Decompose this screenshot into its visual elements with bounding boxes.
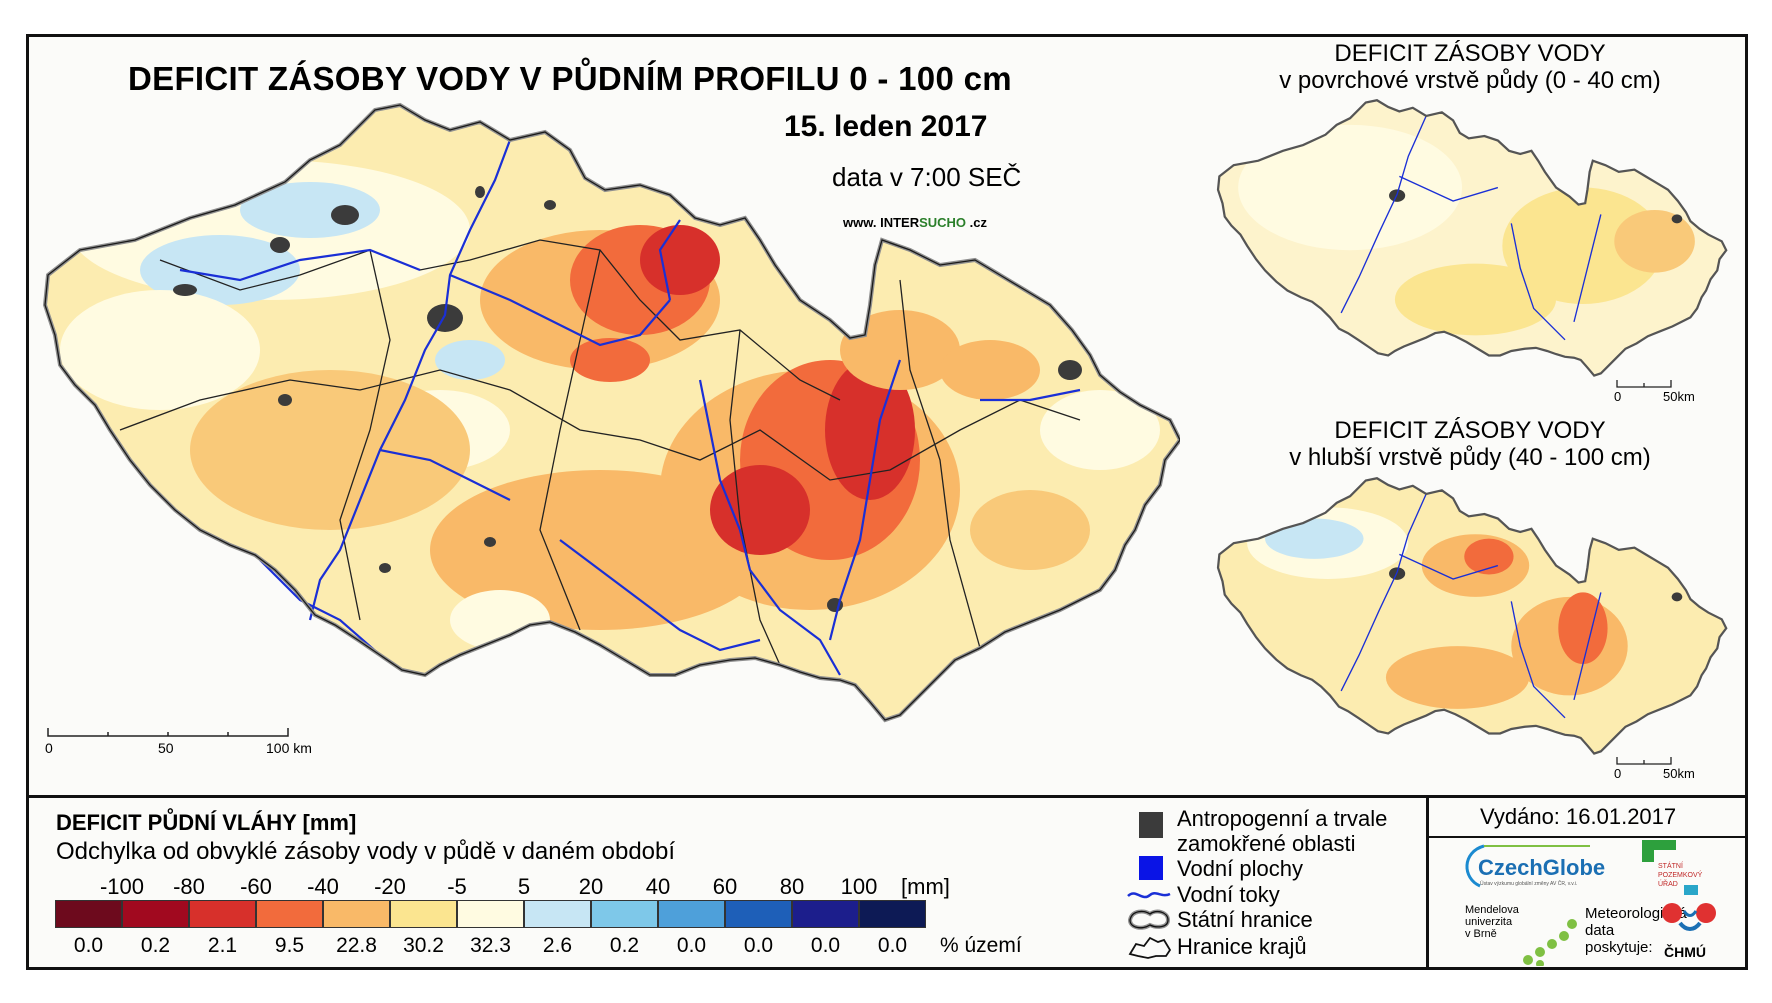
inset-bottom-scale-50: 50km <box>1663 766 1695 781</box>
legend-tick: 60 <box>712 874 738 899</box>
legend-percent: 32.3 <box>470 934 511 957</box>
legend-percent: 0.0 <box>73 934 104 957</box>
legend-swatch <box>390 900 457 928</box>
legend-subtitle: Odchylka od obvyklé zásoby vody v půdě v… <box>56 838 676 865</box>
symbol-state-border-label: Státní hranice <box>1177 907 1313 932</box>
symbol-river-label: Vodní toky <box>1177 882 1280 907</box>
legend-tick: 80 <box>779 874 805 899</box>
mendel-logo-text: Mendelova univerzita v Brně <box>1465 904 1519 940</box>
main-scale-100: 100 km <box>266 740 312 756</box>
mendel-logo-icon <box>1523 919 1577 966</box>
legend-tick: -20 <box>374 874 406 899</box>
inset-bottom-map <box>1216 477 1728 755</box>
czechglobe-logo-icon <box>1465 844 1590 888</box>
inset-top-map <box>1216 99 1728 377</box>
legend-swatch <box>591 900 658 928</box>
meteo-provider-text: Meteorologická data poskytuje: <box>1585 905 1687 956</box>
region-border-icon <box>1128 936 1172 959</box>
legend-percent: 0.0 <box>676 934 707 957</box>
state-border-icon <box>1127 909 1171 930</box>
legend-swatch <box>725 900 792 928</box>
legend-title: DEFICIT PŮDNÍ VLÁHY [mm] <box>56 810 357 835</box>
divider-vertical <box>1426 795 1429 970</box>
spu-logo-text: STÁTNÍ POZEMKOVÝ ÚŘAD <box>1658 863 1703 888</box>
inset-top-title: DEFICIT ZÁSOBY VODY v povrchové vrstvě p… <box>1279 40 1661 94</box>
legend-percent: 2.1 <box>207 934 238 957</box>
map-data-time: data v 7:00 SEČ <box>832 162 1022 192</box>
inset-top-scale-0: 0 <box>1614 389 1622 404</box>
legend-percent: 0.2 <box>140 934 171 957</box>
symbol-urban-label: Antropogenní a trvale zamokřené oblasti <box>1177 806 1388 856</box>
legend-swatch <box>323 900 390 928</box>
legend-tick: -100 <box>99 874 145 899</box>
legend-swatch <box>524 900 591 928</box>
blue-square-icon <box>1139 856 1163 880</box>
inset-bottom-scale <box>1616 757 1672 765</box>
spu-logo-icon <box>1642 840 1676 862</box>
czechglobe-logo: CzechGlobe <box>1478 855 1606 880</box>
legend-swatch <box>792 900 859 928</box>
chmu-logo-icon <box>1662 885 1716 931</box>
legend-tick: -60 <box>240 874 272 899</box>
legend-swatch <box>457 900 524 928</box>
inset-bottom-scale-0: 0 <box>1614 766 1622 781</box>
legend-tick: 40 <box>645 874 671 899</box>
inset-bottom-title: DEFICIT ZÁSOBY VODY v hlubší vrstvě půdy… <box>1289 417 1651 471</box>
legend-percent: 30.2 <box>403 934 444 957</box>
legend-swatch <box>55 900 122 928</box>
legend-tick: 5 <box>517 874 531 899</box>
divider-horizontal <box>26 795 1748 798</box>
inset-top-scale <box>1616 380 1672 388</box>
legend-swatch <box>256 900 323 928</box>
divider-issued <box>1426 836 1748 838</box>
czechglobe-subtitle: Ústav výzkumu globální změny AV ČR, v.v.… <box>1480 881 1578 887</box>
legend-swatch <box>189 900 256 928</box>
legend-percent: 0.2 <box>609 934 640 957</box>
main-scale-50: 50 <box>158 740 174 756</box>
chmu-logo-text: ČHMÚ <box>1664 944 1706 960</box>
map-date: 15. leden 2017 <box>784 110 988 143</box>
legend-percent: 0.0 <box>810 934 841 957</box>
legend-swatch <box>122 900 189 928</box>
main-scale-bar <box>47 728 289 737</box>
legend-tick: -40 <box>307 874 339 899</box>
legend-percent: 0.0 <box>743 934 774 957</box>
website-link[interactable]: www. INTERSUCHO .cz <box>843 215 987 230</box>
main-scale-0: 0 <box>45 740 53 756</box>
legend-swatch <box>658 900 725 928</box>
legend-percent: 0.0 <box>877 934 908 957</box>
legend-tick: -5 <box>447 874 467 899</box>
legend-unit: [mm] <box>901 874 950 899</box>
legend-percent: 9.5 <box>274 934 305 957</box>
dark-square-icon <box>1139 812 1163 838</box>
legend-percent: 22.8 <box>336 934 377 957</box>
issued-date: Vydáno: 16.01.2017 <box>1480 804 1677 829</box>
legend-swatch <box>859 900 926 928</box>
legend-tick: 100 <box>840 874 878 899</box>
symbol-region-border-label: Hranice krajů <box>1177 934 1307 959</box>
legend-tick: -80 <box>173 874 205 899</box>
legend-percent: 2.6 <box>542 934 573 957</box>
main-map <box>42 102 1180 723</box>
symbol-water-label: Vodní plochy <box>1177 856 1303 881</box>
legend-tick: 20 <box>578 874 604 899</box>
map-title: DEFICIT ZÁSOBY VODY V PŮDNÍM PROFILU 0 -… <box>128 60 1012 97</box>
river-line-icon <box>1127 892 1171 899</box>
inset-top-scale-50: 50km <box>1663 389 1695 404</box>
legend-percent-label: % území <box>940 934 1022 957</box>
